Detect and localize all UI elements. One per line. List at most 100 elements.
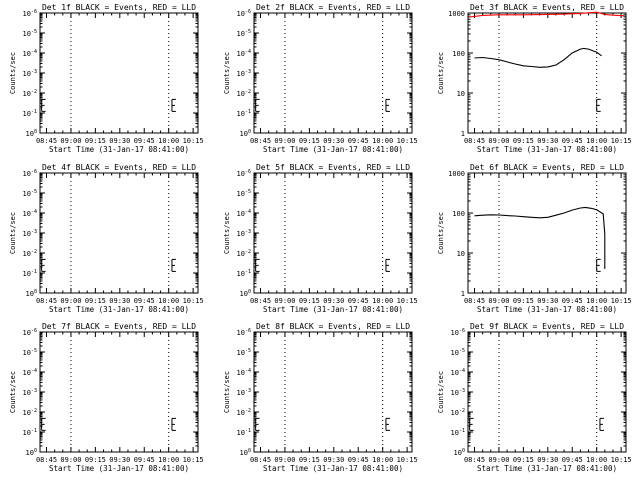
panel-det1f: Det 1f BLACK = Events, RED = LLD 100 10-1 1… <box>9 3 204 154</box>
y-tick-label: 10-6 <box>23 328 37 337</box>
x-tick-label: 09:30 <box>109 456 130 464</box>
x-tick-label: 10:00 <box>158 456 179 464</box>
y-tick-label: 10-6 <box>23 9 37 18</box>
x-axis-title: Start Time (31-Jan-17 08:41:00) <box>49 145 189 154</box>
x-tick-label: 09:30 <box>323 297 344 305</box>
panel-det4f: Det 4f BLACK = Events, RED = LLD 100 10-1 1… <box>9 163 204 314</box>
x-tick-label: 09:15 <box>513 456 534 464</box>
y-tick-label: 10-4 <box>23 49 37 58</box>
y-tick-label: 10-4 <box>23 368 37 377</box>
x-tick-label: 09:15 <box>85 137 106 145</box>
x-tick-label: 10:00 <box>586 456 607 464</box>
error-bar-marker <box>596 258 601 272</box>
x-axis-title: Start Time (31-Jan-17 08:41:00) <box>477 145 617 154</box>
error-bar-marker <box>255 258 260 272</box>
plot-frame <box>467 172 627 294</box>
panel-title: Det 6f BLACK = Events, RED = LLD <box>470 163 624 172</box>
x-tick-label: 09:30 <box>109 137 130 145</box>
panel-det2f: Det 2f BLACK = Events, RED = LLD 100 10-1 1… <box>223 3 418 154</box>
x-tick-label: 09:45 <box>348 456 369 464</box>
x-tick-label: 08:45 <box>250 297 271 305</box>
panel-det8f: Det 8f BLACK = Events, RED = LLD 100 10-1 1… <box>223 322 418 473</box>
data-series-2 <box>469 11 625 18</box>
x-tick-label: 09:00 <box>488 297 509 305</box>
y-tick-label: 10-5 <box>23 29 37 38</box>
error-bar-marker <box>385 258 390 272</box>
y-tick-label: 10-5 <box>23 189 37 198</box>
y-tick-label: 10-5 <box>237 348 251 357</box>
plot-frame <box>467 12 627 134</box>
error-bar-marker <box>255 417 260 431</box>
y-axis-title: Counts/sec <box>437 371 445 413</box>
y-tick-label: 10-4 <box>451 368 465 377</box>
y-tick-label: 10-1 <box>451 428 465 437</box>
y-axis-title: Counts/sec <box>9 212 17 254</box>
x-tick-label: 09:45 <box>134 297 155 305</box>
x-tick-label: 09:15 <box>85 456 106 464</box>
y-tick-label: 10-4 <box>23 209 37 218</box>
plot-frame <box>467 331 627 453</box>
y-tick-label: 100 <box>26 129 37 138</box>
y-tick-label: 10-1 <box>23 109 37 118</box>
y-tick-label: 10-2 <box>237 89 251 98</box>
y-tick-label: 10-5 <box>237 29 251 38</box>
x-tick-label: 10:00 <box>586 137 607 145</box>
y-tick-label: 100 <box>240 129 251 138</box>
error-bar-marker <box>385 417 390 431</box>
y-tick-label: 10-3 <box>451 388 465 397</box>
y-axis-title: Counts/sec <box>223 212 231 254</box>
y-tick-label: 10-5 <box>237 189 251 198</box>
y-tick-label: 10-4 <box>237 368 251 377</box>
x-tick-label: 09:15 <box>513 137 534 145</box>
error-bar-marker <box>41 417 46 431</box>
x-tick-label: 10:00 <box>372 137 393 145</box>
y-tick-label: 1 <box>461 130 465 138</box>
x-tick-label: 10:00 <box>372 297 393 305</box>
x-tick-label: 10:15 <box>611 456 632 464</box>
error-bar-marker <box>41 98 46 112</box>
x-tick-label: 09:45 <box>562 137 583 145</box>
x-tick-label: 10:15 <box>183 456 204 464</box>
x-axis-title: Start Time (31-Jan-17 08:41:00) <box>263 145 403 154</box>
x-tick-label: 09:15 <box>299 137 320 145</box>
y-tick-label: 10-2 <box>237 408 251 417</box>
x-axis-title: Start Time (31-Jan-17 08:41:00) <box>49 464 189 473</box>
y-tick-label: 10-2 <box>23 249 37 258</box>
y-tick-label: 10-1 <box>237 109 251 118</box>
x-tick-label: 09:00 <box>274 137 295 145</box>
x-tick-label: 10:15 <box>611 137 632 145</box>
y-tick-label: 10-5 <box>23 348 37 357</box>
x-tick-label: 09:00 <box>60 137 81 145</box>
y-tick-label: 10-6 <box>237 328 251 337</box>
x-tick-label: 09:15 <box>513 297 534 305</box>
y-tick-label: 10-2 <box>23 89 37 98</box>
y-tick-label: 10-3 <box>23 69 37 78</box>
plot-frame <box>253 331 413 453</box>
y-tick-label: 10-2 <box>23 408 37 417</box>
y-tick-label: 100 <box>240 289 251 298</box>
data-series-1 <box>474 47 602 68</box>
y-tick-label: 10 <box>457 90 465 98</box>
panel-title: Det 3f BLACK = Events, RED = LLD <box>470 3 624 12</box>
y-tick-label: 10-5 <box>451 348 465 357</box>
y-tick-label: 10 <box>457 250 465 258</box>
x-tick-label: 10:00 <box>586 297 607 305</box>
y-tick-label: 10-6 <box>237 169 251 178</box>
data-series-1 <box>474 206 606 269</box>
x-tick-label: 09:00 <box>60 456 81 464</box>
x-tick-label: 09:30 <box>323 137 344 145</box>
y-axis-title: Counts/sec <box>223 371 231 413</box>
panel-det3f: Det 3f BLACK = Events, RED = LLD 1 10 100 10… <box>437 3 632 154</box>
panel-det6f: Det 6f BLACK = Events, RED = LLD 1 10 100 10… <box>437 163 632 314</box>
x-tick-label: 10:00 <box>372 456 393 464</box>
x-tick-label: 09:30 <box>537 456 558 464</box>
y-axis-title: Counts/sec <box>437 52 445 94</box>
error-bar-marker <box>596 98 601 112</box>
panel-title: Det 8f BLACK = Events, RED = LLD <box>256 322 410 331</box>
x-tick-label: 10:00 <box>158 297 179 305</box>
x-tick-label: 10:15 <box>397 456 418 464</box>
error-bar-marker <box>171 417 176 431</box>
panel-title: Det 5f BLACK = Events, RED = LLD <box>256 163 410 172</box>
x-tick-label: 10:00 <box>158 137 179 145</box>
